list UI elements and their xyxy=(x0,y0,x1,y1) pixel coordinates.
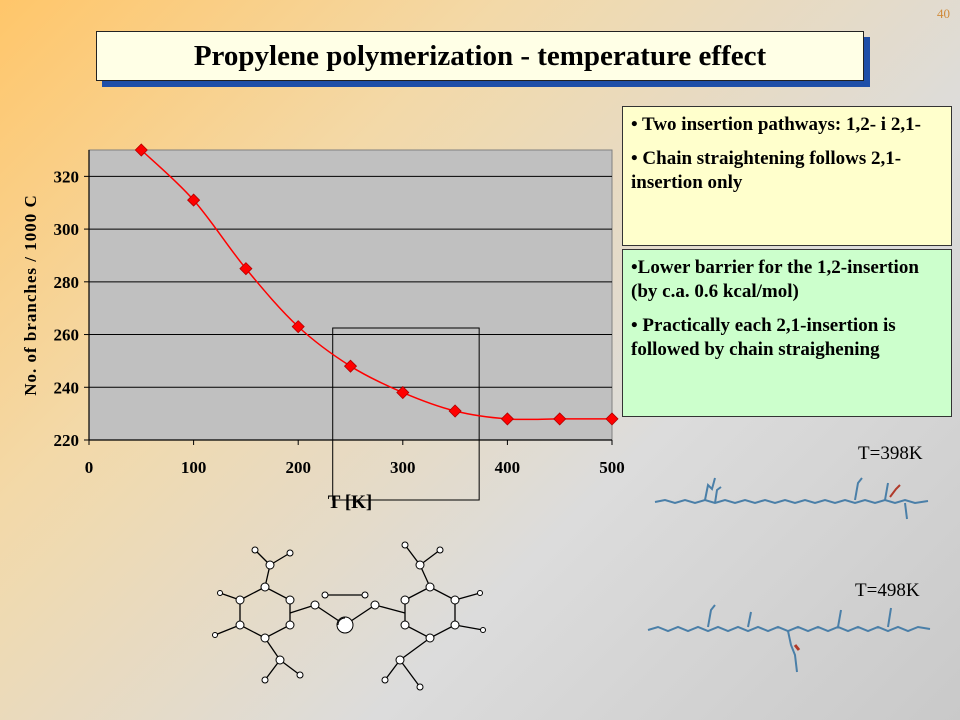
x-axis-label: T [K] xyxy=(328,492,373,513)
plot-area xyxy=(88,149,613,441)
data-point xyxy=(134,143,148,157)
axis-ticks xyxy=(84,150,613,445)
x-tick-labels: 0 100 200 300 400 500 xyxy=(85,458,625,477)
temp-label-498: T=498K xyxy=(855,580,920,601)
highlight-box xyxy=(332,327,480,501)
slide-title: Propylene polymerization - temperature e… xyxy=(193,39,767,72)
slide-number: 40 xyxy=(937,6,950,21)
x-tick-label: 100 xyxy=(181,458,207,477)
y-tick-label: 320 xyxy=(54,167,80,186)
x-tick-label: 300 xyxy=(390,458,416,477)
polymer-chain-498-icon xyxy=(647,604,931,673)
y-axis-label: No. of branches / 1000 C xyxy=(21,194,40,396)
series-line xyxy=(140,149,612,421)
x-tick-label: 200 xyxy=(285,458,311,477)
x-tick-label: 500 xyxy=(599,458,625,477)
note2-line1: •Lower barrier for the 1,2-insertion (by… xyxy=(631,257,919,302)
note-insertion-pathways: • Two insertion pathways: 1,2- i 2,1- • … xyxy=(622,106,952,246)
y-tick-label: 240 xyxy=(54,378,80,397)
data-point xyxy=(291,320,305,334)
y-tick-labels: 220 240 260 280 300 320 xyxy=(54,167,80,450)
x-tick-label: 400 xyxy=(495,458,521,477)
data-point xyxy=(500,412,514,426)
data-point xyxy=(396,385,410,400)
y-tick-label: 220 xyxy=(54,431,80,450)
y-tick-label: 300 xyxy=(54,220,80,239)
temp-label-398: T=398K xyxy=(858,443,923,464)
title-box: Propylene polymerization - temperature e… xyxy=(96,31,864,81)
series-markers xyxy=(134,143,619,426)
polymer-chain-398-icon xyxy=(654,477,929,520)
data-point xyxy=(239,262,253,276)
note1-line1: • Two insertion pathways: 1,2- i 2,1- xyxy=(631,114,921,135)
note-barrier: •Lower barrier for the 1,2-insertion (by… xyxy=(622,249,952,417)
y-tick-label: 280 xyxy=(54,273,80,292)
data-point xyxy=(553,412,567,426)
note2-line2: • Practically each 2,1-insertion is foll… xyxy=(631,315,896,360)
gridlines xyxy=(89,175,612,388)
x-tick-label: 0 xyxy=(85,458,94,477)
data-point xyxy=(605,412,619,426)
y-tick-label: 260 xyxy=(54,326,80,345)
note1-line2: • Chain straightening follows 2,1-insert… xyxy=(631,148,902,193)
data-point xyxy=(448,404,462,418)
data-point xyxy=(343,359,358,373)
data-point xyxy=(187,193,201,207)
catalyst-molecule-icon xyxy=(212,541,486,691)
